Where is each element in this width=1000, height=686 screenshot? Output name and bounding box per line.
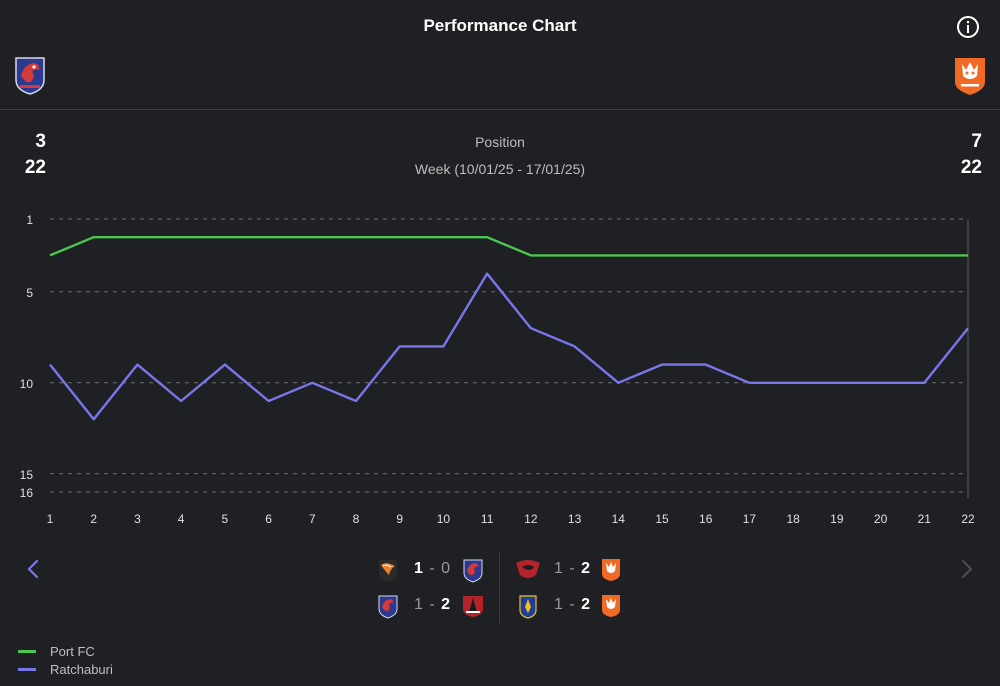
x-tick-label: 17	[743, 512, 757, 526]
match-score[interactable]: 1 - 2	[414, 596, 452, 613]
ratchaburi-crest-icon	[602, 595, 620, 617]
x-tick-label: 4	[178, 512, 185, 526]
x-tick-label: 11	[481, 512, 494, 526]
port-fc-crest-icon	[463, 559, 483, 583]
away-total-weeks: 22	[960, 157, 982, 178]
home-total-weeks: 22	[24, 157, 46, 178]
x-tick-label: 8	[353, 512, 360, 526]
x-tick-label: 22	[961, 512, 975, 526]
x-tick-label: 14	[612, 512, 626, 526]
x-tick-label: 15	[655, 512, 669, 526]
x-tick-label: 19	[830, 512, 844, 526]
y-tick-label: 1	[26, 213, 33, 227]
legend-item-port-fc[interactable]: Port FC	[18, 644, 95, 659]
ratchaburi-logo-icon	[955, 58, 985, 95]
x-tick-label: 16	[699, 512, 713, 526]
x-tick-label: 18	[786, 512, 800, 526]
match-score[interactable]: 1 - 2	[554, 596, 592, 613]
week-range-label: Week (10/01/25 - 17/01/25)	[414, 161, 586, 177]
y-tick-label: 16	[20, 486, 34, 500]
matches-divider	[499, 551, 500, 623]
x-tick-label: 6	[265, 512, 272, 526]
match-score[interactable]: 1 - 0	[414, 560, 452, 577]
x-tick-label: 21	[918, 512, 932, 526]
away-current-position: 7	[971, 131, 982, 152]
opponent-crest-icon	[519, 595, 537, 619]
ratchaburi-crest-icon	[602, 559, 620, 581]
legend-item-ratchaburi[interactable]: Ratchaburi	[18, 662, 113, 677]
y-tick-label: 15	[20, 468, 34, 482]
x-tick-label: 12	[524, 512, 538, 526]
x-tick-label: 3	[134, 512, 141, 526]
series-line-port-fc	[49, 236, 968, 257]
x-tick-label: 2	[90, 512, 97, 526]
legend-label: Ratchaburi	[50, 662, 113, 677]
header-divider	[0, 109, 1000, 110]
opponent-crest-icon	[379, 560, 397, 582]
info-icon[interactable]	[956, 15, 980, 39]
x-tick-label: 20	[874, 512, 888, 526]
y-tick-label: 5	[26, 286, 33, 300]
port-fc-crest-icon	[378, 595, 398, 619]
series-line-ratchaburi	[49, 272, 969, 421]
home-current-position: 3	[35, 131, 46, 152]
legend-swatch	[18, 650, 36, 653]
legend-swatch	[18, 668, 36, 671]
page-title: Performance Chart	[423, 16, 577, 35]
opponent-crest-icon	[516, 560, 540, 578]
chevron-left-icon[interactable]	[22, 557, 46, 581]
x-tick-label: 13	[568, 512, 582, 526]
x-tick-label: 5	[222, 512, 229, 526]
opponent-crest-icon	[463, 596, 483, 617]
x-tick-label: 9	[396, 512, 403, 526]
port-fc-logo-icon	[15, 57, 45, 95]
legend-label: Port FC	[50, 644, 95, 659]
x-tick-label: 1	[47, 512, 54, 526]
match-score[interactable]: 1 - 2	[554, 560, 592, 577]
x-tick-label: 10	[437, 512, 451, 526]
y-tick-label: 10	[20, 377, 34, 391]
chevron-right-icon[interactable]	[954, 557, 978, 581]
position-label: Position	[475, 134, 525, 150]
x-tick-label: 7	[309, 512, 316, 526]
